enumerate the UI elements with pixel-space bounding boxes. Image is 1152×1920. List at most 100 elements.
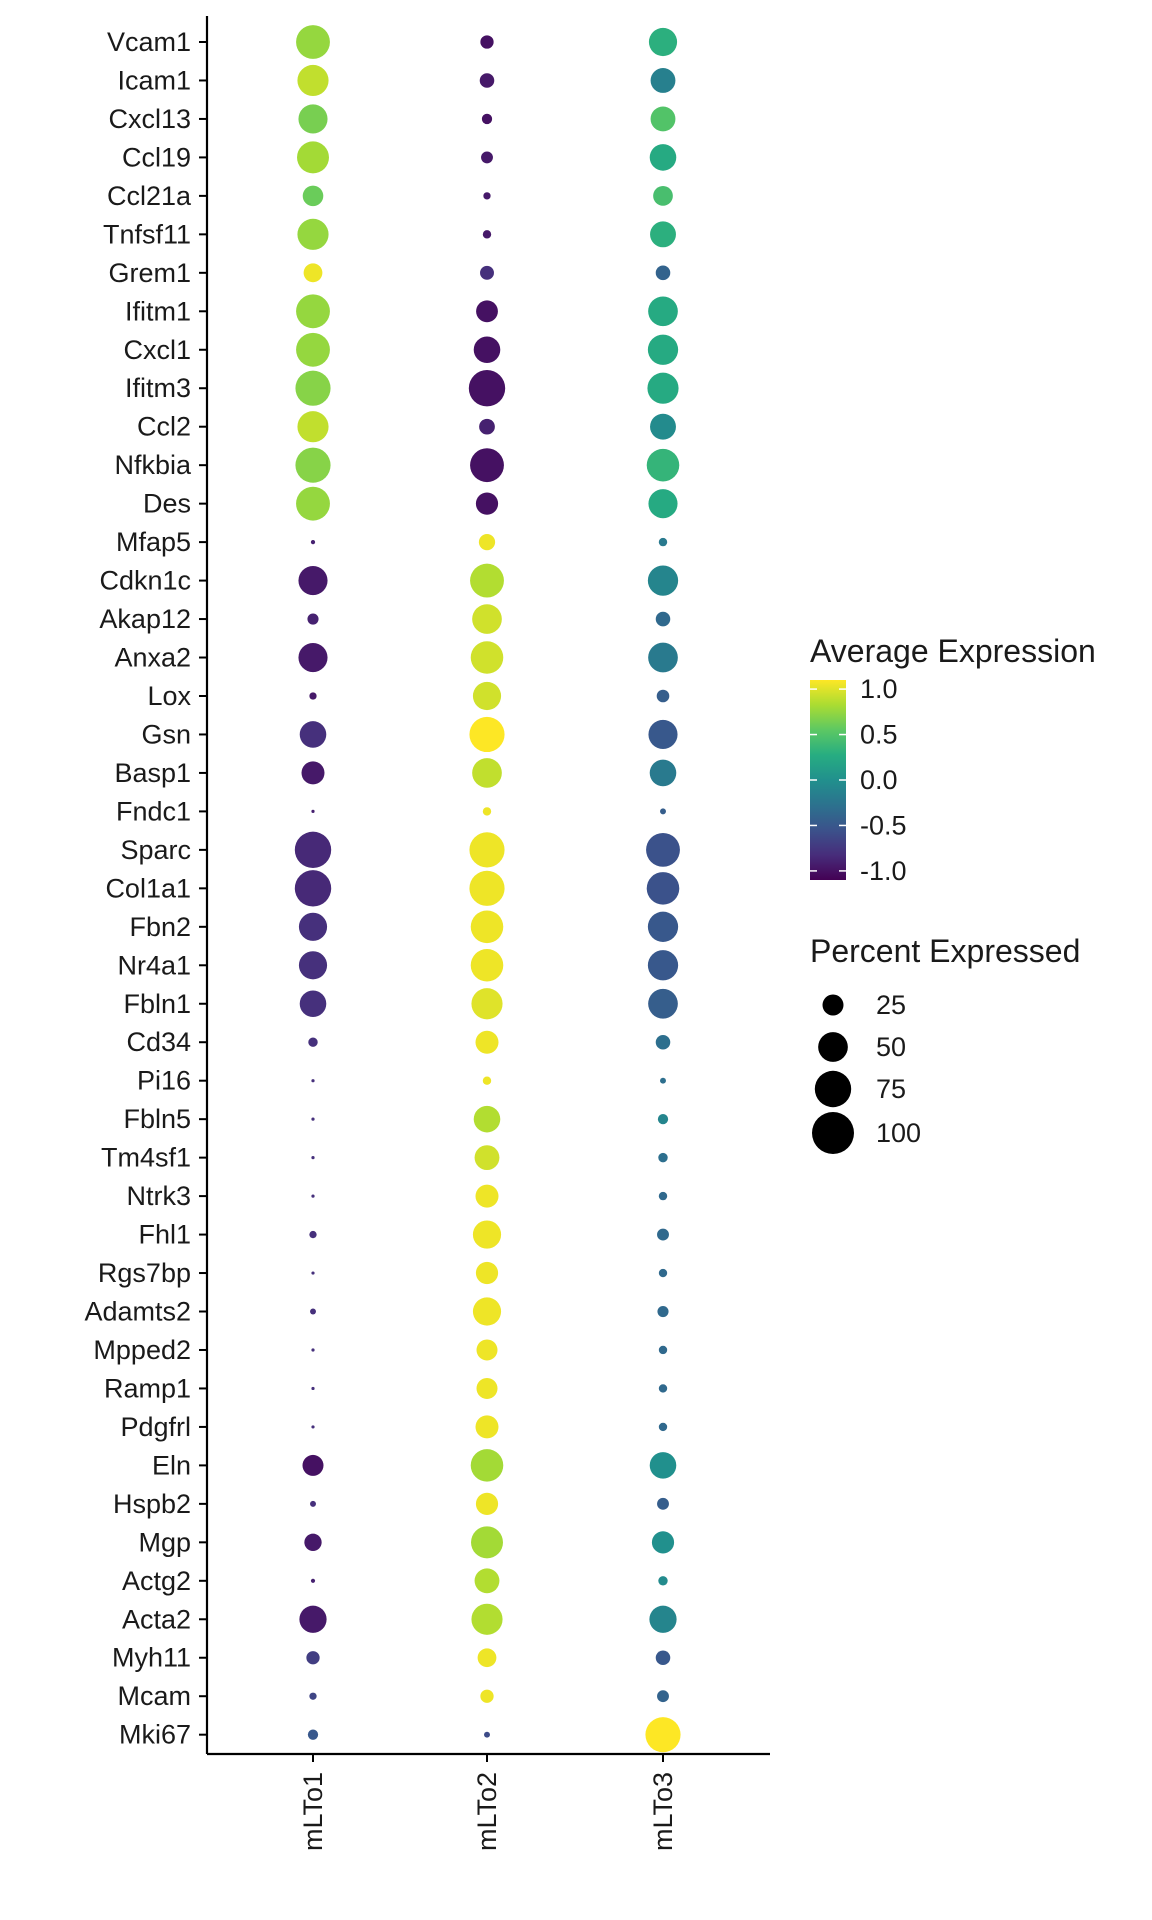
y-tick-label: Lox — [147, 681, 191, 711]
dot-Mfap5-mLTo1 — [310, 540, 316, 545]
y-tick-label: Acta2 — [122, 1604, 191, 1634]
dot-Mgp-mLTo3 — [651, 1531, 675, 1554]
dot-Ifitm1-mLTo1 — [296, 294, 330, 329]
dot-Ccl21a-mLTo2 — [483, 192, 491, 200]
dot-Tm4sf1-mLTo1 — [311, 1156, 315, 1160]
y-tick-label: Ramp1 — [104, 1373, 191, 1403]
dot-Vcam1-mLTo3 — [648, 27, 678, 57]
dot-Fndc1-mLTo2 — [482, 807, 492, 816]
y-tick-label: Myh11 — [112, 1643, 191, 1673]
y-tick-label: Ccl21a — [107, 181, 192, 211]
dot-Myh11-mLTo2 — [477, 1648, 497, 1668]
dot-Eln-mLTo3 — [649, 1452, 677, 1479]
dot-Mcam-mLTo3 — [657, 1690, 669, 1703]
y-tick-label: Grem1 — [108, 258, 191, 288]
dot-Acta2-mLTo1 — [299, 1605, 327, 1633]
dot-Ifitm3-mLTo2 — [468, 370, 506, 407]
dot-Fhl1-mLTo2 — [472, 1220, 502, 1249]
dot-Ntrk3-mLTo3 — [658, 1191, 668, 1201]
y-axis-ticks — [199, 41, 207, 1736]
dot-Eln-mLTo1 — [302, 1454, 324, 1476]
dot-Eln-mLTo2 — [470, 1449, 504, 1482]
dot-Tnfsf11-mLTo1 — [297, 218, 329, 250]
dot-Tm4sf1-mLTo2 — [474, 1145, 500, 1171]
dot-Sparc-mLTo2 — [469, 832, 505, 868]
dot-Gsn-mLTo3 — [648, 719, 678, 750]
size-legend-dot — [818, 1032, 848, 1062]
dot-Pdgfrl-mLTo1 — [311, 1425, 315, 1429]
dot-Ccl2-mLTo1 — [297, 411, 329, 443]
color-bar-tick-label: 1.0 — [860, 674, 898, 704]
dot-Actg2-mLTo3 — [658, 1576, 668, 1586]
dot-Icam1-mLTo2 — [479, 73, 495, 88]
size-legend-label: 50 — [876, 1032, 906, 1062]
x-axis-ticks — [312, 1754, 664, 1762]
dot-Adamts2-mLTo1 — [310, 1308, 316, 1315]
y-tick-label: Ccl19 — [122, 142, 191, 172]
dot-Cxcl1-mLTo2 — [473, 336, 501, 364]
y-tick-label: Akap12 — [99, 604, 191, 634]
y-tick-label: Rgs7bp — [98, 1258, 191, 1288]
dot-Ramp1-mLTo1 — [311, 1386, 315, 1391]
dot-Fndc1-mLTo1 — [311, 809, 315, 814]
dot-Tm4sf1-mLTo3 — [658, 1152, 668, 1163]
dot-Adamts2-mLTo2 — [472, 1297, 502, 1326]
size-legend-label: 100 — [876, 1118, 921, 1148]
dot-Cxcl1-mLTo1 — [296, 332, 330, 367]
dot-Fbln5-mLTo3 — [657, 1114, 669, 1125]
size-legend-dot — [822, 994, 844, 1016]
x-tick-label: mLTo3 — [648, 1772, 678, 1851]
dot-Ramp1-mLTo2 — [476, 1377, 498, 1399]
dot-Anxa2-mLTo2 — [470, 641, 504, 674]
dot-Mgp-mLTo1 — [304, 1533, 322, 1551]
dot-Icam1-mLTo3 — [650, 68, 676, 93]
dot-Fhl1-mLTo3 — [657, 1228, 669, 1241]
x-tick-label: mLTo1 — [298, 1772, 328, 1851]
dot-Des-mLTo1 — [296, 486, 330, 521]
dot-Vcam1-mLTo2 — [480, 35, 494, 49]
y-tick-label: Mfap5 — [116, 527, 191, 557]
y-tick-label: Nfkbia — [114, 450, 192, 480]
color-bar-tick-label: 0.0 — [860, 765, 898, 795]
color-bar-tick-label: -1.0 — [860, 856, 907, 886]
dot-Cxcl1-mLTo3 — [647, 334, 679, 365]
y-tick-label: Mki67 — [119, 1720, 191, 1750]
dot-Pi16-mLTo2 — [482, 1076, 492, 1085]
dot-Mpped2-mLTo3 — [658, 1345, 668, 1355]
dot-Nr4a1-mLTo3 — [647, 950, 679, 981]
dot-Vcam1-mLTo1 — [296, 25, 330, 59]
y-tick-label: Adamts2 — [84, 1297, 191, 1327]
color-bar-tick-label: -0.5 — [860, 810, 907, 840]
y-axis-labels: Vcam1 Icam1 Cxcl13 Ccl19 Ccl21a Tnfsf11 Grem1 I… — [84, 27, 192, 1750]
size-legend-label: 75 — [876, 1074, 906, 1104]
y-tick-label: Fbn2 — [129, 912, 191, 942]
y-tick-label: Fbln1 — [123, 989, 191, 1019]
dot-Mgp-mLTo2 — [471, 1526, 503, 1559]
dot-Fbn2-mLTo3 — [647, 911, 679, 942]
dot-Mki67-mLTo2 — [484, 1731, 490, 1738]
dot-Cxcl13-mLTo2 — [481, 113, 493, 125]
dot-Nfkbia-mLTo2 — [470, 448, 504, 483]
dot-Acta2-mLTo2 — [471, 1603, 503, 1635]
y-tick-label: Ntrk3 — [126, 1181, 191, 1211]
dot-Ccl19-mLTo2 — [481, 151, 493, 164]
y-tick-label: Ifitm3 — [125, 373, 191, 403]
dot-Cdkn1c-mLTo2 — [470, 563, 504, 598]
dot-Nfkbia-mLTo1 — [295, 447, 331, 483]
y-tick-label: Cxcl1 — [123, 335, 191, 365]
dot-Nfkbia-mLTo3 — [646, 448, 680, 482]
dot-Cxcl13-mLTo3 — [650, 106, 676, 132]
size-legend-dot — [814, 1070, 852, 1108]
y-tick-label: Vcam1 — [107, 27, 191, 57]
dot-Ntrk3-mLTo2 — [475, 1184, 499, 1208]
y-tick-label: Des — [143, 489, 191, 519]
dot-Mfap5-mLTo2 — [478, 533, 496, 551]
dot-Pi16-mLTo1 — [311, 1079, 315, 1083]
dot-Des-mLTo3 — [648, 489, 678, 519]
y-tick-label: Cd34 — [126, 1027, 191, 1057]
dot-Ccl19-mLTo3 — [649, 144, 677, 171]
dot-Akap12-mLTo3 — [655, 611, 671, 627]
dot-Nr4a1-mLTo2 — [470, 949, 504, 982]
y-tick-label: Anxa2 — [114, 643, 191, 673]
